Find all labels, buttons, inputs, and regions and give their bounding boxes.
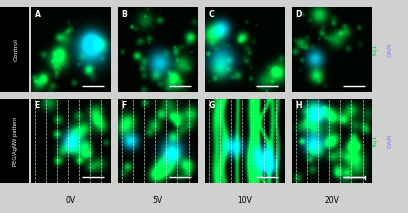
Text: E: E [35,101,40,110]
Text: DAPI: DAPI [388,134,392,148]
Text: 0V: 0V [65,196,75,205]
Text: D: D [296,10,302,19]
Text: 5V: 5V [152,196,162,205]
Text: B: B [122,10,127,19]
Text: C: C [208,10,214,19]
Text: A: A [35,10,40,19]
Text: PEG/AgNW pattern: PEG/AgNW pattern [13,116,18,166]
Text: Tuj1: Tuj1 [373,43,378,56]
Text: F: F [122,101,127,110]
Text: G: G [208,101,215,110]
Text: 20V: 20V [324,196,339,205]
Text: H: H [296,101,302,110]
Text: Tuj1: Tuj1 [373,135,378,147]
Text: 10V: 10V [237,196,252,205]
Text: DAPI: DAPI [388,43,392,57]
Text: Control: Control [13,38,18,61]
